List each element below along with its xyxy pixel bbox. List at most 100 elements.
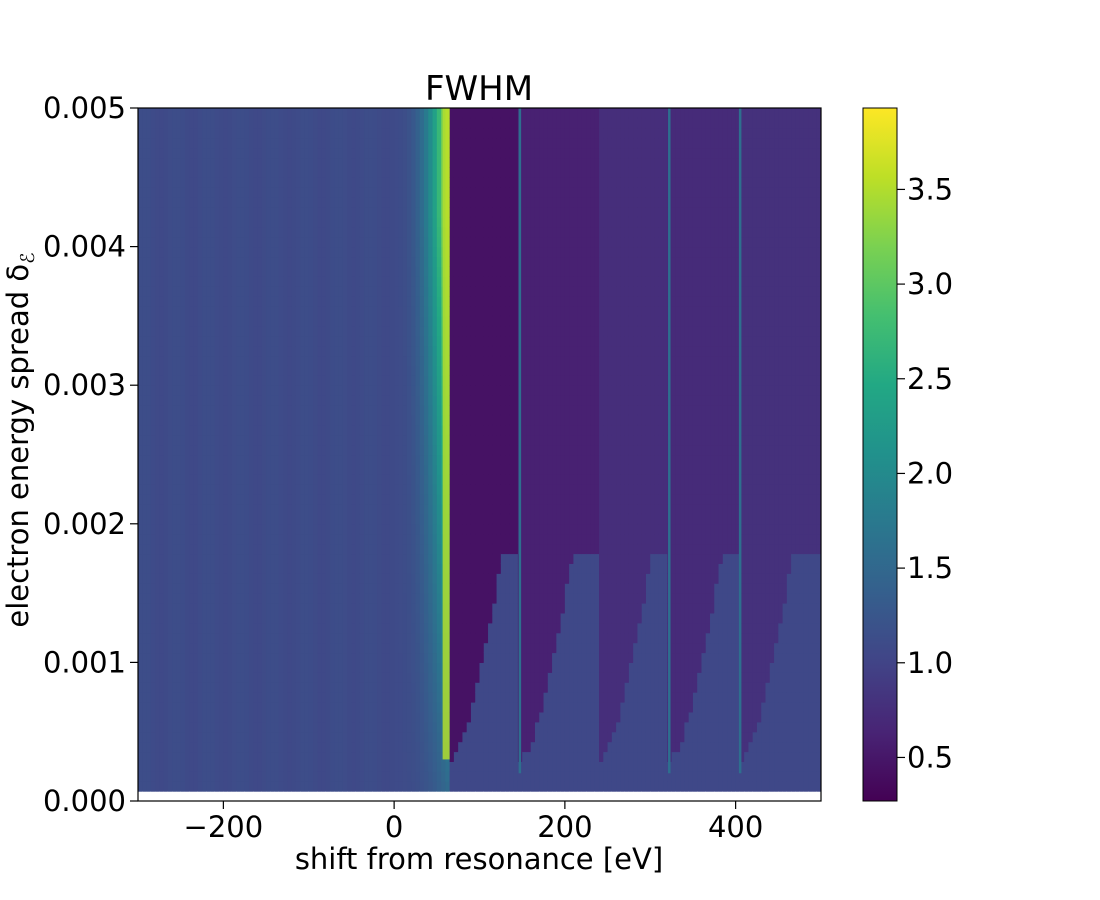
heatmap-cell bbox=[304, 692, 310, 703]
heatmap-cell bbox=[342, 593, 348, 604]
heatmap-cell bbox=[304, 424, 310, 436]
heatmap-cell bbox=[381, 781, 387, 792]
heatmap-cell bbox=[291, 375, 297, 386]
heatmap-cell bbox=[436, 207, 442, 218]
heatmap-cell bbox=[411, 385, 417, 396]
heatmap-cell bbox=[261, 276, 267, 287]
heatmap-cell bbox=[193, 187, 199, 198]
heatmap-cell bbox=[236, 246, 242, 258]
heatmap-cell bbox=[325, 315, 331, 327]
heatmap-cell bbox=[227, 147, 233, 159]
heatmap-cell bbox=[385, 504, 391, 515]
heatmap-cell bbox=[406, 523, 412, 535]
heatmap-cell bbox=[385, 771, 391, 782]
heatmap-cell bbox=[197, 424, 203, 436]
heatmap-cell bbox=[172, 197, 178, 208]
heatmap-cell bbox=[270, 702, 276, 713]
heatmap-cell bbox=[377, 405, 382, 416]
heatmap-cell bbox=[347, 424, 353, 436]
heatmap-cell bbox=[150, 434, 156, 446]
heatmap-cell bbox=[321, 315, 327, 327]
heatmap-cell bbox=[138, 345, 143, 357]
heatmap-cell bbox=[274, 573, 280, 584]
heatmap-cell bbox=[223, 662, 229, 673]
heatmap-cell bbox=[214, 187, 220, 198]
heatmap-cell bbox=[325, 672, 331, 683]
heatmap-cell bbox=[287, 424, 293, 436]
heatmap-cell bbox=[389, 593, 395, 604]
heatmap-cell bbox=[266, 662, 271, 673]
heatmap-cell bbox=[359, 622, 365, 634]
heatmap-cell bbox=[428, 642, 434, 654]
heatmap-cell bbox=[325, 781, 331, 792]
heatmap-cell bbox=[176, 236, 182, 248]
heatmap-cell bbox=[347, 276, 353, 287]
heatmap-cell bbox=[231, 207, 237, 218]
heatmap-cell bbox=[138, 721, 143, 733]
heatmap-cell bbox=[428, 523, 434, 535]
heatmap-cell bbox=[167, 108, 173, 119]
heatmap-cell bbox=[142, 375, 148, 386]
heatmap-cell bbox=[359, 424, 365, 436]
heatmap-cell bbox=[291, 395, 297, 406]
heatmap-cell bbox=[295, 731, 301, 743]
heatmap-cell bbox=[347, 464, 353, 475]
heatmap-cell bbox=[424, 454, 429, 465]
heatmap-cell bbox=[244, 741, 250, 753]
heatmap-cell bbox=[261, 405, 267, 416]
heatmap-cell bbox=[227, 207, 233, 218]
heatmap-cell bbox=[274, 523, 280, 535]
heatmap-cell bbox=[432, 266, 438, 277]
heatmap-cell bbox=[330, 513, 335, 525]
heatmap-cell bbox=[184, 662, 190, 673]
heatmap-cell bbox=[364, 721, 370, 733]
heatmap-cell bbox=[321, 642, 327, 654]
heatmap-cell bbox=[342, 137, 348, 149]
heatmap-cell bbox=[227, 553, 233, 564]
heatmap-cell bbox=[253, 682, 259, 693]
heatmap-cell bbox=[253, 731, 259, 743]
heatmap-cell bbox=[278, 266, 284, 277]
heatmap-cell bbox=[300, 286, 306, 297]
heatmap-cell bbox=[163, 226, 169, 238]
heatmap-cell bbox=[304, 147, 310, 159]
heatmap-cell bbox=[368, 365, 374, 376]
heatmap-cell bbox=[163, 286, 169, 297]
heatmap-cell bbox=[202, 513, 207, 525]
heatmap-cell bbox=[385, 751, 391, 762]
heatmap-cell bbox=[197, 454, 203, 465]
heatmap-cell bbox=[308, 741, 314, 753]
heatmap-cell bbox=[244, 355, 250, 366]
heatmap-cell bbox=[389, 513, 395, 525]
heatmap-cell bbox=[441, 781, 446, 792]
heatmap-cell bbox=[193, 771, 199, 782]
heatmap-cell bbox=[172, 543, 178, 555]
heatmap-cell bbox=[428, 306, 434, 317]
heatmap-cell bbox=[227, 583, 233, 594]
heatmap-cell bbox=[240, 642, 246, 654]
heatmap-cell bbox=[155, 434, 160, 446]
heatmap-cell bbox=[167, 345, 173, 357]
heatmap-cell bbox=[415, 612, 421, 624]
heatmap-cell bbox=[172, 632, 178, 644]
heatmap-cell bbox=[381, 791, 387, 801]
heatmap-cell bbox=[325, 533, 331, 545]
heatmap-cell bbox=[210, 187, 216, 198]
heatmap-cell bbox=[176, 434, 182, 446]
heatmap-cell bbox=[368, 197, 374, 208]
heatmap-cell bbox=[236, 117, 242, 129]
heatmap-cell bbox=[402, 315, 408, 327]
heatmap-cell bbox=[159, 434, 165, 446]
heatmap-cell bbox=[291, 642, 297, 654]
heatmap-cell bbox=[300, 702, 306, 713]
heatmap-cell bbox=[317, 226, 323, 238]
heatmap-cell bbox=[219, 216, 224, 228]
heatmap-cell bbox=[415, 117, 421, 129]
heatmap-cell bbox=[351, 395, 357, 406]
heatmap-cell bbox=[428, 375, 434, 386]
heatmap-cell bbox=[300, 395, 306, 406]
heatmap-cell bbox=[150, 385, 156, 396]
heatmap-cell bbox=[210, 127, 216, 139]
heatmap-cell bbox=[274, 692, 280, 703]
heatmap-cell bbox=[236, 711, 242, 723]
